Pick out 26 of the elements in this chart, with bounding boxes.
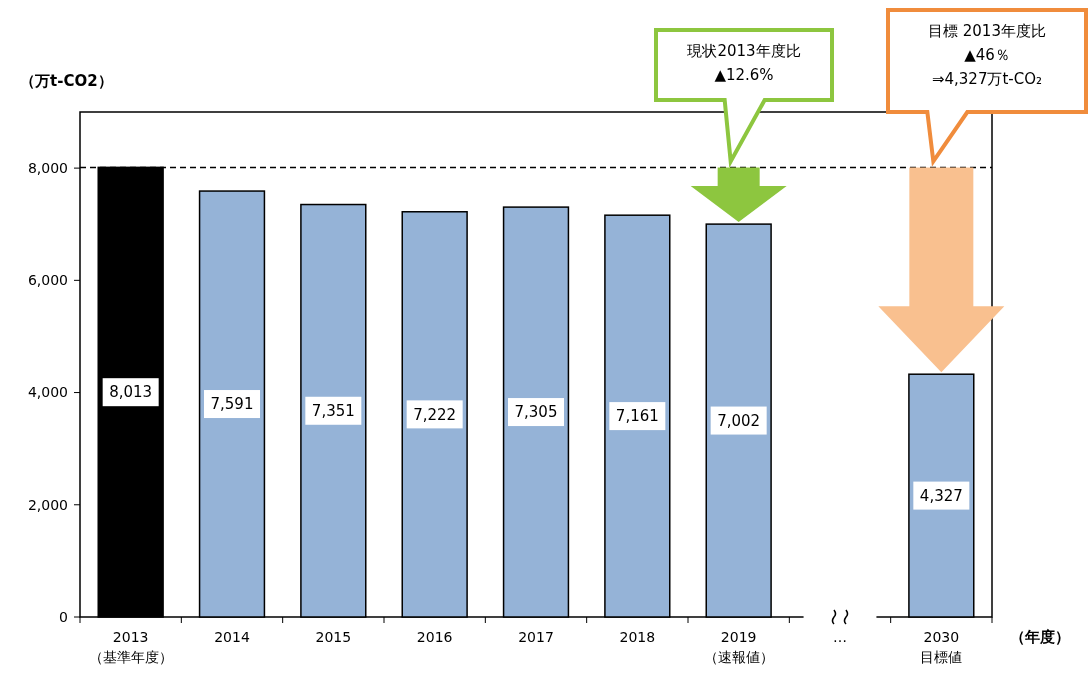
data-label: 7,222 [413,405,457,424]
data-label: 7,002 [717,411,761,430]
data-label: 7,161 [615,407,659,426]
text: 現状2013年度比 ▲12.6% [687,42,801,84]
y-axis-title: （万t-CO2） [20,72,113,90]
data-label: 7,351 [311,402,355,421]
data-label: 7,591 [210,395,254,414]
y-tick-label: 4,000 [27,384,68,401]
data-label: 8,013 [109,383,153,402]
y-tick-label: 6,000 [27,272,68,289]
data-label: 7,305 [514,403,558,422]
x-tick-label: 2018 [619,629,656,645]
x-tick-label: 2014 [214,629,250,645]
text: 目標 2013年度比 ▲46％ ⇒4,327万t-CO₂ [928,22,1046,88]
y-tick-label: 8,000 [27,160,68,177]
data-label: 4,327 [919,486,963,505]
x-tick-label: 2019 （速報値） [703,629,774,665]
x-tick-label: 2016 [416,629,453,645]
x-axis-title: （年度） [1010,628,1070,646]
x-tick-label: 2013 （基準年度） [88,629,173,665]
x-tick-label: 2030 目標値 [920,629,963,665]
x-tick-label: … [833,629,847,645]
y-tick-label: 0 [59,608,68,625]
x-tick-label: 2015 [315,629,352,645]
x-tick-label: 2017 [518,629,554,645]
y-tick-label: 2,000 [27,496,68,513]
